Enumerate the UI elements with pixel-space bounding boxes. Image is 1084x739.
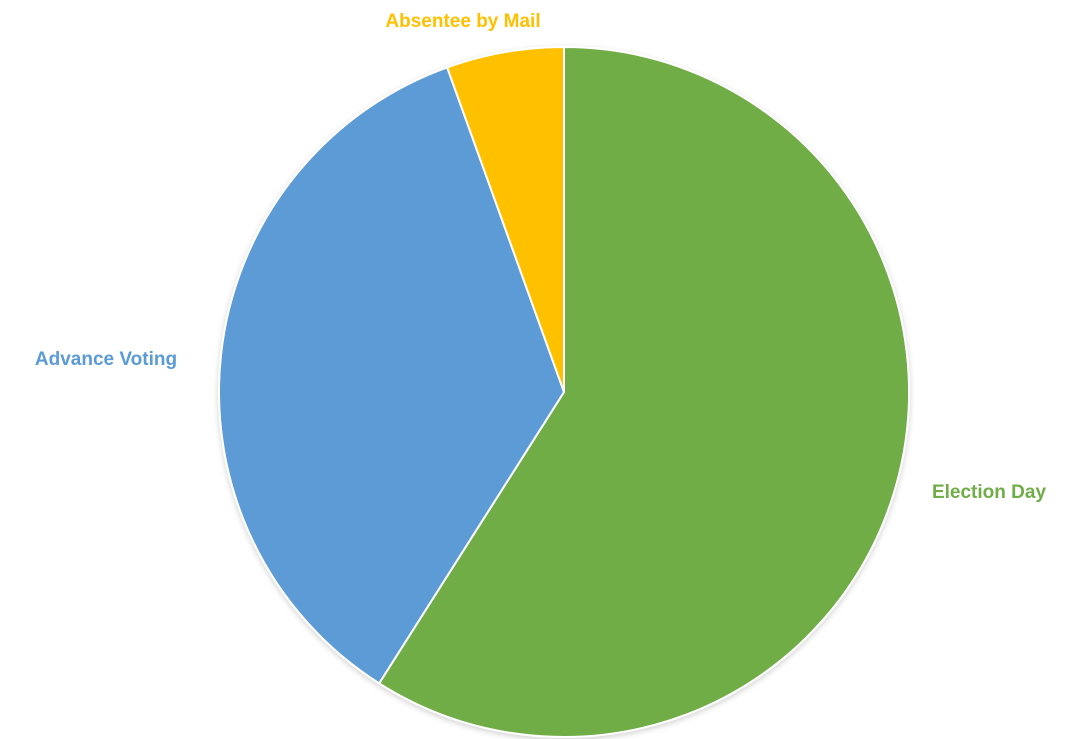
pie-slice-advance-voting: [218, 66, 566, 685]
pie-slices: [218, 45, 910, 738]
slice-label-advance-voting: Advance Voting: [35, 349, 177, 370]
pie-slice-absentee-by-mail: [445, 45, 565, 393]
slice-label-absentee-by-mail: Absentee by Mail: [385, 11, 540, 32]
pie-slice-election-day: [377, 45, 910, 738]
slice-label-election-day: Election Day: [932, 482, 1046, 503]
pie-labels: Election Day Advance Voting Absentee by Ma…: [35, 11, 1047, 503]
